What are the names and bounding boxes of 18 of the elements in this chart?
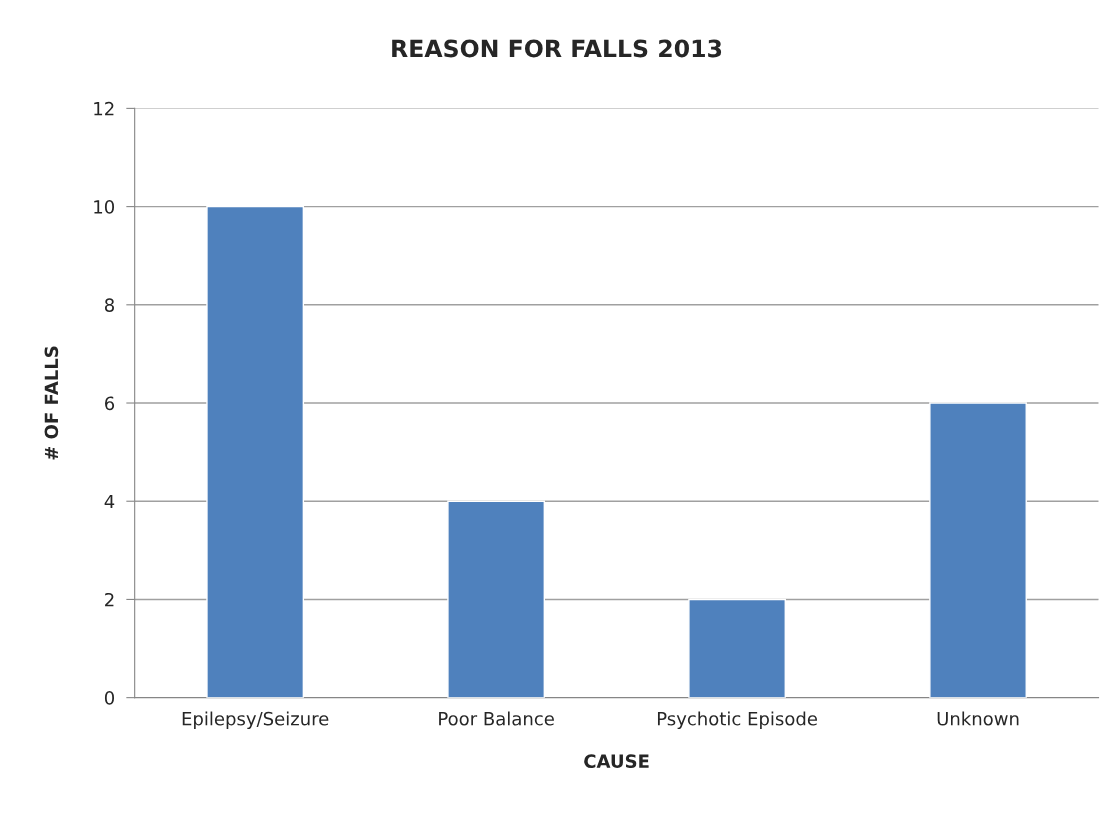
bar [929,402,1027,698]
x-tick-label: Epilepsy/Seizure [182,711,329,729]
x-tick-label: Poor Balance [439,711,554,726]
x-axis-title: CAUSE [584,754,649,768]
y-tick-label: 0 [104,691,115,705]
chart-title: REASON FOR FALLS 2013 [392,39,722,58]
bar [447,500,546,698]
x-tick-label: Psychotic Episode [657,711,817,729]
y-tick-label: 6 [105,396,115,411]
y-tick-label: 2 [105,592,114,607]
x-tick-label: Unknown [937,711,1019,726]
bar [206,205,305,698]
bar [688,598,786,698]
y-tick-label: 10 [94,200,115,214]
y-tick-label: 12 [94,101,114,116]
y-tick-label: 4 [104,494,115,509]
y-tick-label: 8 [104,298,114,312]
y-axis-title: # OF FALLS [44,346,59,460]
